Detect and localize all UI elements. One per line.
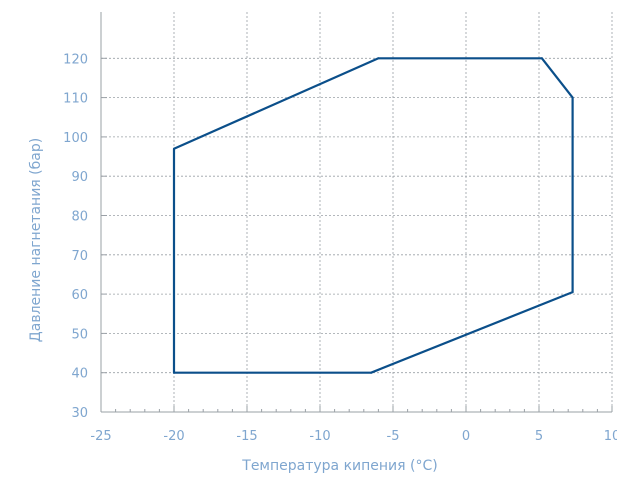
y-tick-label: 30	[71, 406, 88, 421]
x-tick-label: 5	[535, 429, 543, 444]
y-tick-label: 110	[63, 92, 88, 107]
y-tick-label: 40	[71, 367, 88, 382]
x-tick-label: -25	[90, 429, 111, 444]
envelope-point	[540, 57, 543, 60]
y-tick-label: 70	[71, 249, 88, 264]
y-tick-label: 80	[71, 210, 88, 225]
y-tick-label: 50	[71, 327, 88, 342]
envelope-point	[370, 371, 373, 374]
x-tick-label: -20	[163, 429, 184, 444]
x-tick-label: 10	[604, 429, 617, 444]
envelope-point	[173, 371, 175, 374]
y-axis-label: Давление нагнетания (бар)	[28, 138, 44, 342]
y-tick-label: 90	[71, 170, 88, 185]
x-axis-label: Температура кипения (°C)	[241, 458, 437, 474]
y-tick-label: 120	[63, 52, 88, 67]
series	[172, 57, 574, 374]
envelope-line	[172, 57, 574, 374]
tick-labels: -25 -20 -15 -10 -5 0 5 10 30 40 50 60 70 80 90 100 110 12…	[63, 52, 617, 444]
envelope-point	[377, 57, 380, 60]
axes	[100, 12, 613, 413]
grid-lines	[101, 12, 613, 412]
envelope-point	[571, 291, 574, 294]
x-tick-label: -5	[387, 429, 400, 444]
y-tick-label: 60	[71, 288, 88, 303]
x-tick-label: 0	[462, 429, 470, 444]
x-tick-label: -15	[236, 429, 257, 444]
x-tick-label: -10	[309, 429, 330, 444]
y-tick-label: 100	[63, 131, 88, 146]
envelope-point	[173, 147, 175, 150]
envelope-point	[571, 96, 574, 99]
